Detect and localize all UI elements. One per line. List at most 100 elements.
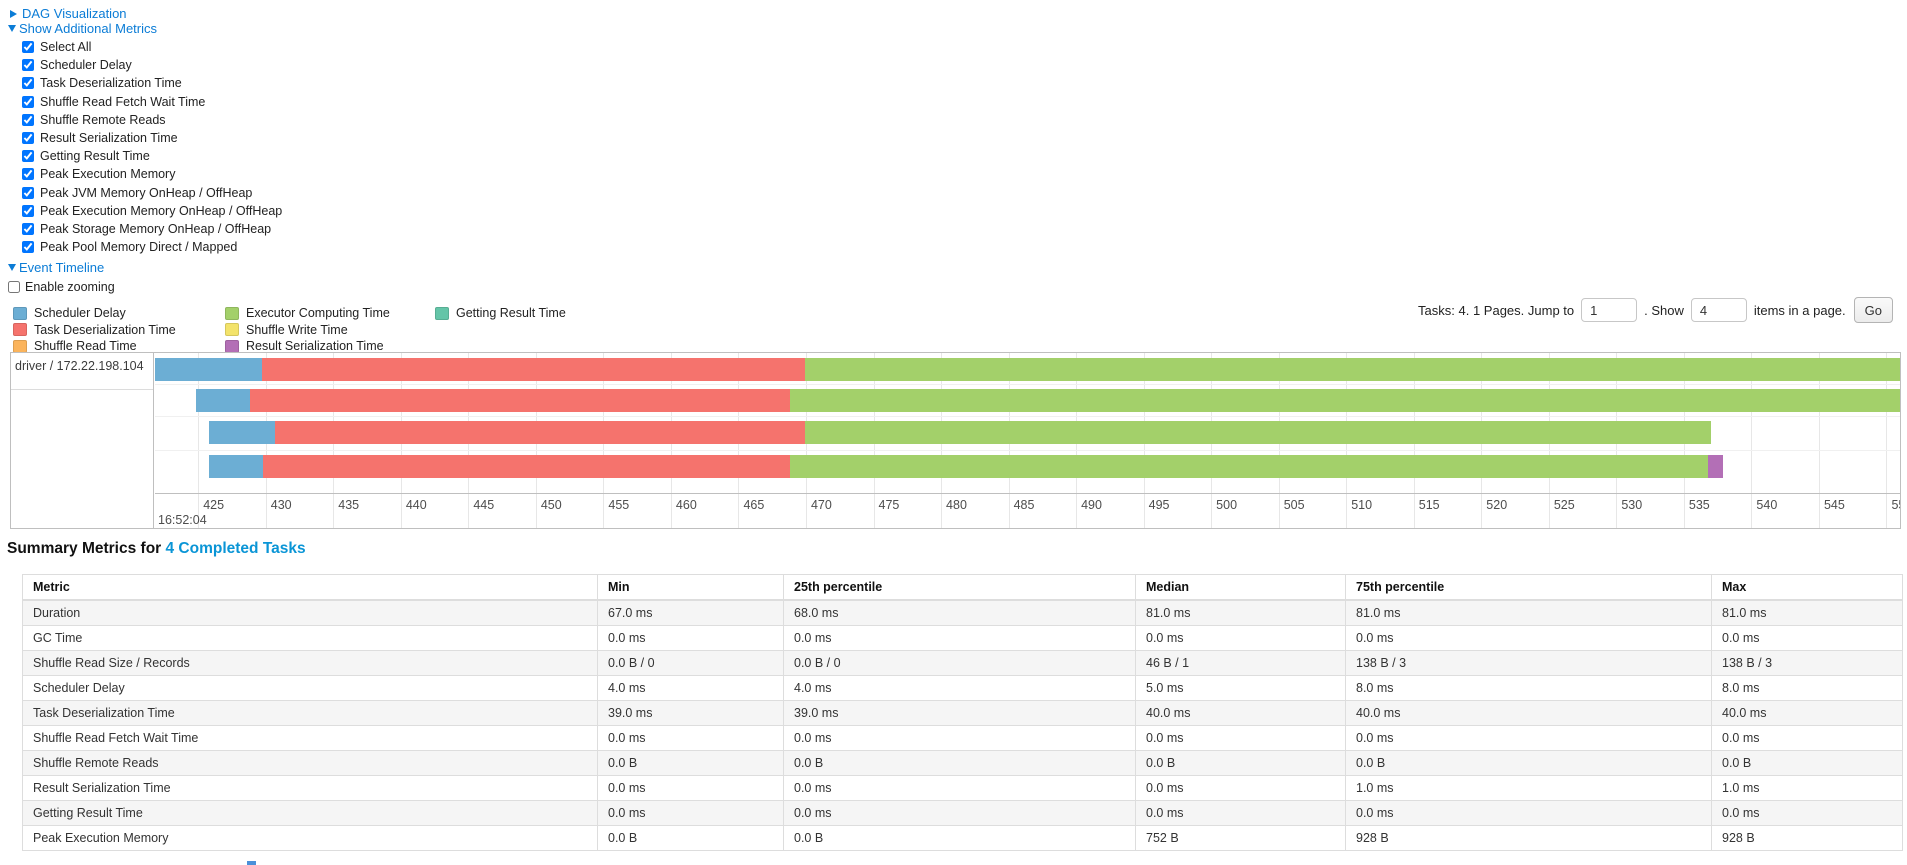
metric-checkbox[interactable]	[22, 59, 34, 72]
metric-checkbox-row: Getting Result Time	[22, 147, 282, 165]
axis-tick-label: 550	[1891, 498, 1900, 512]
axis-tick-label: 505	[1283, 498, 1305, 512]
metric-checkbox-label: Peak Execution Memory OnHeap / OffHeap	[40, 203, 283, 218]
metric-checkbox[interactable]	[22, 77, 34, 90]
timeline-bar-segment-executor-computing[interactable]	[789, 389, 1900, 412]
legend-label: Getting Result Time	[456, 306, 566, 321]
legend-swatch-shuffle-write	[225, 323, 239, 337]
dag-visualization-toggle[interactable]: DAG Visualization	[8, 6, 282, 21]
summary-metric-name-cell: Shuffle Remote Reads	[22, 750, 598, 776]
axis-tick-label: 535	[1688, 498, 1710, 512]
metric-checkbox[interactable]	[22, 186, 34, 199]
additional-metrics-checkbox-list: Select All Scheduler Delay Task Deserializ…	[22, 38, 282, 256]
legend-swatch-result-serialization	[225, 339, 239, 353]
timeline-bar-segment-result-serialization[interactable]	[1708, 455, 1724, 478]
enable-zooming-label: Enable zooming	[25, 279, 115, 294]
timeline-bar-segment-task-deserialization[interactable]	[249, 389, 790, 412]
stage-page-controls: DAG Visualization Show Additional Metric…	[8, 6, 282, 295]
legend-item: Executor Computing Time	[225, 305, 409, 322]
timeline-bar-segment-task-deserialization[interactable]	[261, 358, 805, 381]
timeline-bar-segment-scheduler-delay[interactable]	[209, 421, 276, 444]
metric-checkbox[interactable]	[22, 41, 34, 54]
timeline-bar-segment-task-deserialization[interactable]	[263, 455, 790, 478]
metric-checkbox[interactable]	[22, 113, 34, 126]
summary-heading-prefix: Summary Metrics for	[7, 540, 166, 557]
legend-label: Shuffle Read Time	[34, 339, 137, 354]
timeline-task-row	[155, 455, 1900, 478]
timeline-group-column: driver / 172.22.198.104	[11, 353, 154, 528]
timeline-gridline	[1751, 353, 1753, 528]
timeline-bar-segment-task-deserialization[interactable]	[275, 421, 805, 444]
metric-checkbox-label: Peak Execution Memory	[40, 167, 176, 182]
summary-metric-name-cell: Peak Execution Memory	[22, 825, 598, 851]
legend-swatch-getting-result	[435, 306, 449, 320]
metric-checkbox[interactable]	[22, 132, 34, 145]
timeline-bar-segment-scheduler-delay[interactable]	[155, 358, 262, 381]
show-additional-metrics-label: Show Additional Metrics	[19, 21, 158, 36]
summary-value-cell: 0.0 ms	[783, 800, 1136, 826]
enable-zooming-checkbox[interactable]	[8, 280, 20, 293]
summary-value-cell: 46 B / 1	[1135, 650, 1346, 676]
event-timeline-chart: 425 430 435 440 445 450 455 460 465 470 475 480 485 4…	[10, 352, 1901, 529]
timeline-bar-segment-scheduler-delay[interactable]	[195, 389, 250, 412]
legend-label: Scheduler Delay	[34, 306, 126, 321]
axis-tick-label: 495	[1148, 498, 1170, 512]
go-button[interactable]: Go	[1853, 297, 1893, 323]
summary-table-row: Duration 67.0 ms 68.0 ms 81.0 ms 81.0 ms 81.0…	[22, 599, 1903, 626]
summary-value-cell: 81.0 ms	[1135, 599, 1346, 626]
summary-table-row: Task Deserialization Time 39.0 ms 39.0 ms 4…	[22, 700, 1903, 726]
legend-label: Shuffle Write Time	[246, 322, 348, 337]
legend-swatch-scheduler-delay	[13, 306, 27, 320]
metric-checkbox[interactable]	[22, 150, 34, 163]
summary-value-cell: 0.0 ms	[597, 800, 784, 826]
summary-value-cell: 0.0 ms	[1711, 725, 1903, 751]
metric-checkbox-row: Scheduler Delay	[22, 56, 282, 74]
legend-item: Scheduler Delay	[13, 305, 199, 322]
timeline-bar-segment-executor-computing[interactable]	[804, 358, 1900, 381]
legend-column: Scheduler Delay Task Deserialization Time…	[13, 305, 199, 355]
summary-value-cell: 8.0 ms	[1711, 675, 1903, 701]
summary-value-cell: 68.0 ms	[783, 599, 1136, 626]
metric-checkbox-label: Peak Storage Memory OnHeap / OffHeap	[40, 221, 272, 236]
axis-tick-label: 450	[540, 498, 562, 512]
jump-to-page-input[interactable]	[1581, 298, 1638, 322]
event-timeline-toggle[interactable]: Event Timeline	[8, 260, 282, 275]
axis-tick-label: 540	[1756, 498, 1778, 512]
show-additional-metrics-toggle[interactable]: Show Additional Metrics	[8, 21, 282, 36]
summary-value-cell: 8.0 ms	[1345, 675, 1712, 701]
timeline-bar-segment-executor-computing[interactable]	[804, 421, 1711, 444]
axis-tick-label: 465	[743, 498, 765, 512]
items-per-page-input[interactable]	[1690, 298, 1747, 322]
summary-value-cell: 0.0 ms	[1711, 625, 1903, 651]
timeline-gridline	[1818, 353, 1820, 528]
timeline-gridline	[198, 353, 200, 528]
metric-checkbox[interactable]	[22, 168, 34, 181]
summary-value-cell: 752 B	[1135, 825, 1346, 851]
tasks-pagination: Tasks: 4. 1 Pages. Jump to . Show items …	[1418, 297, 1893, 323]
metric-checkbox-row: Peak Storage Memory OnHeap / OffHeap	[22, 220, 282, 238]
summary-table-row: Shuffle Remote Reads 0.0 B 0.0 B 0.0 B 0.0 B…	[22, 750, 1903, 776]
summary-value-cell: 928 B	[1345, 825, 1712, 851]
legend-label: Result Serialization Time	[246, 339, 384, 354]
legend-column: Executor Computing Time Shuffle Write Tim…	[225, 305, 409, 355]
summary-value-cell: 4.0 ms	[783, 675, 1136, 701]
legend-label: Task Deserialization Time	[34, 322, 176, 337]
timeline-row-separator	[155, 384, 1900, 385]
timeline-bar-segment-executor-computing[interactable]	[789, 455, 1709, 478]
metric-checkbox[interactable]	[22, 204, 34, 217]
metric-checkbox-row: Peak Execution Memory	[22, 165, 282, 183]
metric-checkbox-label: Shuffle Read Fetch Wait Time	[40, 94, 206, 109]
metric-checkbox-label: Select All	[40, 40, 92, 55]
metric-checkbox[interactable]	[22, 241, 34, 254]
axis-tick-label: 455	[608, 498, 630, 512]
metric-checkbox[interactable]	[22, 222, 34, 235]
axis-tick-label: 480	[946, 498, 967, 512]
summary-value-cell: 40.0 ms	[1135, 700, 1346, 726]
summary-value-cell: 0.0 ms	[597, 625, 784, 651]
expanded-arrow-icon	[8, 264, 16, 272]
metric-checkbox[interactable]	[22, 95, 34, 108]
axis-tick-label: 490	[1081, 498, 1102, 512]
completed-tasks-link[interactable]: 4 Completed Tasks	[165, 540, 306, 557]
timeline-bar-segment-scheduler-delay[interactable]	[209, 455, 264, 478]
metric-checkbox-label: Scheduler Delay	[40, 58, 132, 73]
